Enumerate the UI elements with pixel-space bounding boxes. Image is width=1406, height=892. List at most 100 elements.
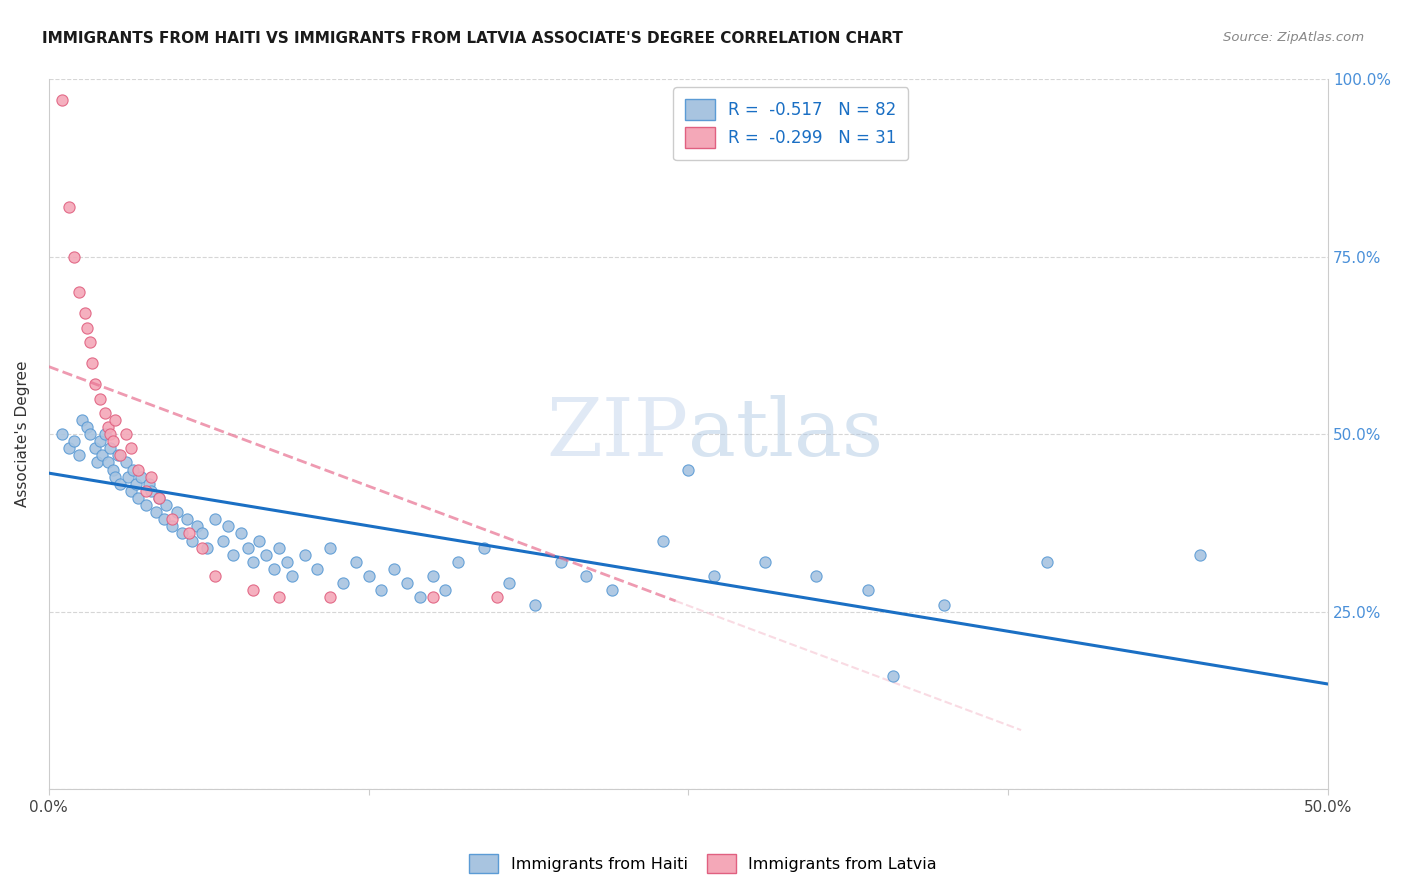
Point [160, 512, 183, 526]
Point [409, 591, 432, 605]
Point [307, 562, 329, 576]
Point [83, 377, 105, 392]
Point [148, 491, 170, 505]
Point [703, 569, 725, 583]
Point [104, 413, 127, 427]
Point [145, 505, 167, 519]
Point [69, 285, 91, 299]
Point [186, 519, 208, 533]
Point [370, 583, 392, 598]
Point [153, 512, 176, 526]
Point [76, 320, 98, 334]
Point [98, 427, 121, 442]
Point [83, 442, 105, 456]
Point [82, 356, 104, 370]
Legend: R =  -0.517   N = 82, R =  -0.299   N = 31: R = -0.517 N = 82, R = -0.299 N = 31 [673, 87, 908, 161]
Point [114, 427, 136, 442]
Point [882, 668, 904, 682]
Point [101, 434, 124, 449]
Point [160, 519, 183, 533]
Point [472, 541, 495, 555]
Point [344, 555, 367, 569]
Point [217, 519, 239, 533]
Point [294, 548, 316, 562]
Point [485, 591, 508, 605]
Point [94, 406, 117, 420]
Point [70, 413, 93, 427]
Point [523, 598, 546, 612]
Point [79, 427, 101, 442]
Text: IMMIGRANTS FROM HAITI VS IMMIGRANTS FROM LATVIA ASSOCIATE'S DEGREE CORRELATION C: IMMIGRANTS FROM HAITI VS IMMIGRANTS FROM… [42, 31, 903, 46]
Point [575, 569, 598, 583]
Point [319, 541, 342, 555]
Text: Source: ZipAtlas.com: Source: ZipAtlas.com [1223, 31, 1364, 45]
Point [204, 512, 226, 526]
Point [550, 555, 572, 569]
Point [148, 491, 170, 505]
Point [247, 533, 270, 548]
Point [191, 541, 214, 555]
Point [139, 469, 162, 483]
Point [51, 93, 73, 107]
Point [211, 533, 233, 548]
Point [332, 576, 354, 591]
Point [166, 505, 188, 519]
Point [51, 427, 73, 442]
Point [856, 583, 879, 598]
Legend: Immigrants from Haiti, Immigrants from Latvia: Immigrants from Haiti, Immigrants from L… [463, 847, 943, 880]
Point [69, 449, 91, 463]
Point [127, 462, 149, 476]
Point [267, 591, 290, 605]
Point [176, 512, 198, 526]
Point [73, 306, 96, 320]
Point [422, 569, 444, 583]
Point [806, 569, 828, 583]
Point [254, 548, 277, 562]
Point [651, 533, 673, 548]
Point [58, 200, 80, 214]
Point [86, 455, 108, 469]
Point [63, 250, 86, 264]
Point [191, 526, 214, 541]
Point [319, 591, 342, 605]
Point [934, 598, 956, 612]
Point [229, 526, 252, 541]
Point [263, 562, 285, 576]
Point [135, 498, 157, 512]
Point [170, 526, 193, 541]
Point [422, 591, 444, 605]
Point [129, 469, 152, 483]
Point [1189, 548, 1212, 562]
Point [754, 555, 776, 569]
Point [91, 449, 114, 463]
Point [120, 483, 142, 498]
Text: ZIP: ZIP [547, 395, 689, 473]
Point [120, 442, 142, 456]
Point [382, 562, 405, 576]
Point [357, 569, 380, 583]
Point [155, 498, 177, 512]
Point [600, 583, 623, 598]
Point [197, 541, 219, 555]
Point [104, 469, 127, 483]
Point [135, 483, 157, 498]
Point [98, 442, 121, 456]
Point [181, 533, 204, 548]
Point [498, 576, 520, 591]
Point [110, 476, 132, 491]
Point [222, 548, 245, 562]
Point [238, 541, 260, 555]
Point [89, 392, 111, 406]
Point [395, 576, 418, 591]
Point [63, 434, 86, 449]
Point [58, 442, 80, 456]
Point [678, 462, 700, 476]
Point [434, 583, 457, 598]
Point [242, 583, 264, 598]
Point [94, 427, 117, 442]
Point [101, 462, 124, 476]
Point [179, 526, 201, 541]
Point [139, 483, 162, 498]
Point [267, 541, 290, 555]
Point [117, 469, 139, 483]
